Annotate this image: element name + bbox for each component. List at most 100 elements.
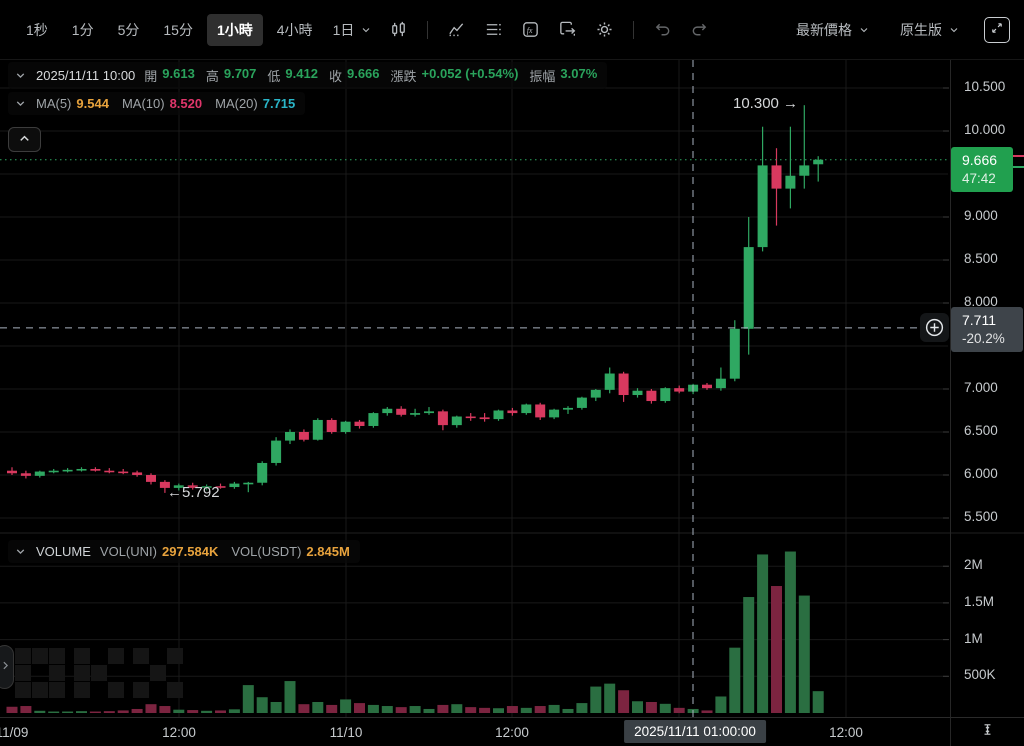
ohlc-field: 高 9.707 — [206, 66, 257, 85]
vertical-scale-icon — [979, 721, 996, 743]
chart-type-candle-button[interactable] — [382, 16, 415, 43]
timeframe-button-5分[interactable]: 5分 — [108, 14, 150, 46]
volume-title: VOLUME — [36, 544, 91, 559]
ma-item-value: 7.715 — [262, 96, 296, 111]
ohlc-field-label: 低 — [267, 69, 281, 84]
volume-item: VOL(UNI) 297.584K — [100, 544, 218, 559]
left-panel-handle[interactable] — [0, 645, 14, 689]
settings-button[interactable] — [588, 16, 621, 43]
price-axis-label: 10.500 — [964, 79, 1006, 94]
ma-item: MA(20) 7.715 — [215, 96, 295, 111]
formula-template-button[interactable]: fx — [514, 16, 547, 43]
ohlc-field: 漲跌 +0.052 (+0.54%) — [391, 66, 519, 85]
volume-values: VOL(UNI) 297.584K VOL(USDT) 2.845M — [100, 544, 350, 559]
undo-icon — [653, 20, 672, 39]
watermark-letter-X — [133, 648, 183, 698]
price-axis-label: 9.000 — [964, 208, 998, 223]
timeframe-group: 1秒 1分 5分 15分 1小時 4小時 — [16, 13, 323, 46]
collapse-ohlc-chevron-icon[interactable] — [14, 69, 27, 82]
timeframe-button-1小時[interactable]: 1小時 — [206, 13, 263, 46]
crosshair-plus-icon[interactable] — [920, 313, 949, 342]
price-axis-label: 10.000 — [964, 122, 1006, 137]
ohlc-field-label: 振幅 — [529, 69, 556, 84]
timeframe-button-1分[interactable]: 1分 — [62, 14, 104, 46]
ohlc-field-label: 高 — [205, 69, 219, 84]
toolbar-left-group: 1秒 1分 5分 15分 1小時 4小時 1日 — [16, 13, 716, 46]
time-axis-label: 11/09 — [0, 725, 29, 740]
high-price-annotation: 10.300 → — [733, 95, 799, 113]
ohlc-field-value: 9.707 — [223, 66, 257, 81]
ma-indicator-bar: MA(5) 9.544 MA(10) 8.520 MA(20) 7.715 — [8, 92, 306, 115]
price-mode-dropdown[interactable]: 最新價格 — [790, 19, 876, 41]
indicator-line-icon — [447, 20, 466, 39]
ohlc-field-label: 開 — [144, 69, 158, 84]
toolbar-divider — [427, 20, 429, 39]
ohlc-field-value: +0.052 (+0.54%) — [421, 66, 519, 81]
timeframe-button-4小時[interactable]: 4小時 — [267, 14, 323, 46]
candle-countdown: 47:42 — [962, 170, 996, 186]
undo-button[interactable] — [646, 16, 679, 43]
chart-toolbar: 1秒 1分 5分 15分 1小時 4小時 1日 — [0, 0, 1024, 60]
timeframe-button-15分[interactable]: 15分 — [153, 14, 203, 46]
volume-item-label: VOL(USDT) — [231, 544, 302, 559]
chart-canvas[interactable] — [0, 60, 1024, 746]
volume-item-value: 297.584K — [161, 544, 219, 559]
ohlc-info-bar: 2025/11/11 10:00 開 9.613 高 9.707 低 9.412 收 9.66… — [8, 62, 608, 89]
chevron-down-icon — [948, 24, 960, 36]
period-dropdown[interactable]: 1日 — [327, 14, 379, 46]
ohlc-field: 收 9.666 — [329, 66, 380, 85]
volume-item-value: 2.845M — [306, 544, 350, 559]
price-axis-label: 6.000 — [964, 466, 998, 481]
time-axis-label: 12:00 — [495, 725, 529, 740]
chevron-down-icon — [360, 24, 372, 36]
chart-area: 2025/11/11 10:00 開 9.613 高 9.707 低 9.412 收 9.66… — [0, 60, 1024, 746]
volume-indicator-bar: VOLUME VOL(UNI) 297.584K VOL(USDT) 2.845M — [8, 540, 360, 563]
ohlc-field-value: 9.613 — [162, 66, 195, 81]
gear-icon — [595, 20, 614, 39]
collapse-up-button[interactable] — [8, 127, 41, 152]
ma-item-value: 8.520 — [169, 96, 203, 111]
ma-item-label: MA(5) — [36, 96, 72, 111]
chevron-right-icon — [0, 658, 11, 676]
okx-watermark — [15, 648, 183, 698]
fullscreen-button[interactable] — [984, 16, 1010, 43]
crosshair-change-value: -20.2% — [962, 330, 1005, 346]
list-icon — [484, 20, 503, 39]
replay-button[interactable] — [551, 16, 584, 43]
ma-values: MA(5) 9.544 MA(10) 8.520 MA(20) 7.715 — [36, 96, 295, 111]
ohlc-field: 開 9.613 — [144, 66, 195, 85]
svg-text:fx: fx — [527, 26, 533, 35]
ma-item: MA(10) 8.520 — [122, 96, 202, 111]
volume-axis-label: 2M — [964, 557, 983, 573]
period-dropdown-label: 1日 — [332, 21, 355, 38]
redo-button[interactable] — [683, 16, 716, 43]
low-price-annotation: ←5.792 — [167, 483, 220, 501]
toolbar-right-group: 最新價格 原生版 — [790, 16, 1010, 43]
price-scale-reset-button[interactable] — [950, 717, 1024, 746]
price-axis-label: 7.000 — [964, 380, 998, 395]
price-mode-label: 最新價格 — [796, 21, 852, 38]
ma-item-label: MA(20) — [215, 96, 258, 111]
toolbar-divider — [633, 20, 635, 39]
chart-version-dropdown[interactable]: 原生版 — [894, 19, 966, 41]
time-axis[interactable]: 2025/11/11 01:00:00 11/09 12:00 11/10 12:00… — [0, 717, 1024, 746]
crosshair-price-value: 7.711 — [962, 311, 996, 328]
ma-item-label: MA(10) — [121, 96, 165, 111]
collapse-volume-chevron-icon[interactable] — [14, 545, 27, 558]
collapse-ma-chevron-icon[interactable] — [14, 97, 27, 110]
last-price-badge: 9.666 47:42 — [951, 146, 1013, 192]
fx-icon: fx — [521, 20, 540, 39]
ma-item: MA(5) 9.544 — [36, 96, 109, 111]
timeframe-button-1秒[interactable]: 1秒 — [16, 14, 58, 46]
high-edge-tick — [1013, 155, 1024, 157]
price-axis[interactable]: 9.666 47:42 7.711 -20.2% 10.500 10.000 9.0… — [950, 60, 1024, 717]
ohlc-field: 振幅 3.07% — [529, 66, 597, 85]
expand-icon — [990, 21, 1004, 38]
indicator-list-button[interactable] — [477, 16, 510, 43]
indicators-button[interactable] — [440, 16, 473, 43]
ohlc-field-value: 3.07% — [560, 66, 598, 81]
replay-icon — [558, 20, 577, 39]
crosshair-time-badge: 2025/11/11 01:00:00 — [624, 720, 766, 743]
chart-version-label: 原生版 — [900, 21, 942, 38]
ohlc-field-label: 收 — [328, 69, 342, 84]
